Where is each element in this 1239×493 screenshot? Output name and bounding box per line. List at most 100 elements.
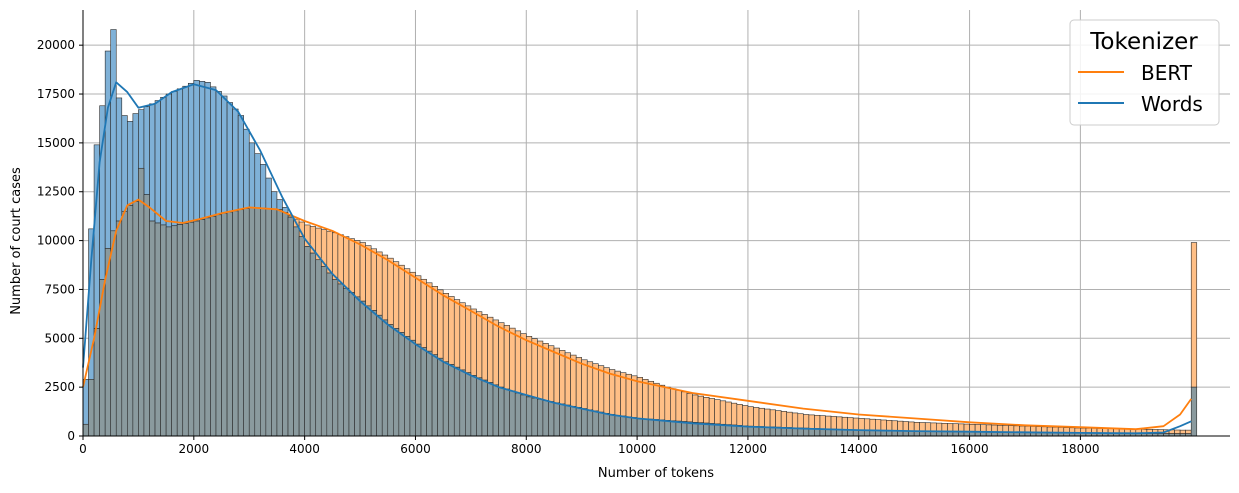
bar-bert [381,254,389,321]
bar-bert [487,316,494,383]
bar-bert [769,409,776,428]
bar-bert [891,420,898,432]
bar-overlap [664,420,671,437]
bar-bert [376,251,383,316]
bar-bert [836,416,843,430]
bar-overlap [564,404,571,437]
bar-overlap [354,296,361,437]
bar-overlap [670,420,677,437]
bar-overlap [265,208,272,437]
legend-words-label: Words [1141,92,1203,116]
bar-overlap [459,369,466,437]
bar-overlap [138,167,145,437]
bar-overlap [298,236,305,437]
bar-overlap [509,390,516,437]
bar-bert [509,327,516,392]
bar-bert [908,421,915,432]
bar-words [210,86,217,217]
bar-bert [947,423,954,433]
bar-overlap [969,431,976,437]
bar-bert [548,345,555,402]
bar-overlap [658,419,666,437]
bar-bert [869,418,876,431]
bar-overlap [514,392,522,437]
bar-bert [697,395,704,424]
bar-bert [941,422,948,432]
bar-words [149,103,156,222]
bar-bert [636,377,643,419]
bar-bert [525,336,533,398]
bar-bert [747,406,754,427]
bar-bert [514,330,522,394]
bar-bert [470,308,477,376]
bar-overlap [614,414,621,437]
bar-bert [681,391,688,422]
bar-words [226,102,233,213]
bar-overlap [426,350,433,437]
bar-overlap [537,398,544,437]
bar-bert [658,384,666,421]
bar-words [221,95,228,214]
bar-bert [808,414,815,429]
bar-bert [570,354,577,407]
bar-bert [692,394,699,423]
bar-bert [592,363,599,412]
y-tick-label: 2500 [44,380,75,394]
bar-bert [437,289,444,359]
y-tick-label: 5000 [44,331,75,345]
bar-bert [453,299,461,368]
bar-bert [603,367,610,414]
bar-overlap [226,211,233,437]
bar-bert [520,333,527,396]
bar-words [138,109,145,169]
bar-bert [476,311,483,379]
bar-overlap [747,425,754,437]
bar-bert [736,404,743,426]
bar-overlap [309,252,317,437]
bar-overlap [160,224,167,437]
bar-bert [598,365,605,413]
x-tick-label: 14000 [840,442,878,456]
bar-overlap [315,259,322,437]
bar-bert [415,275,422,345]
x-tick-label: 12000 [729,442,767,456]
bar-overlap [293,226,300,437]
bar-overlap [581,408,588,437]
bar-words [276,199,283,210]
bar-words [115,97,123,222]
bar-overlap [171,225,178,437]
bar-bert [703,397,710,424]
bar-overlap [542,400,549,437]
bar-bert [791,412,799,429]
bar-overlap [442,361,450,437]
bar-words [132,113,139,202]
bar-overlap [647,418,655,437]
bar-bert [919,422,926,432]
bar-bert [852,417,860,431]
bar-overlap [82,423,89,437]
bar-bert [797,413,804,429]
bar-overlap [586,409,594,437]
bar-words [254,153,261,209]
bar-overlap [237,209,244,437]
bar-overlap [332,279,339,437]
x-tick-label: 10000 [618,442,656,456]
bar-overlap [404,336,411,437]
y-tick-label: 17500 [37,87,75,101]
bar-bert [1179,429,1186,434]
bar-overlap [359,300,366,437]
bar-overlap [376,314,383,437]
y-tick-label: 10000 [37,234,75,248]
bar-bert [897,420,904,432]
bar-words [104,50,112,249]
bar-overlap [176,224,184,437]
bar-words [248,142,256,208]
bar-overlap [520,394,527,437]
tick-labels: 0 2000 4000 6000 8000 10000 12000 14000 16000 180… [37,38,1100,456]
bar-words [165,93,172,228]
bar-bert [337,234,344,285]
bar-bert [780,411,788,428]
bar-overlap [492,384,499,437]
bar-words [176,88,184,225]
